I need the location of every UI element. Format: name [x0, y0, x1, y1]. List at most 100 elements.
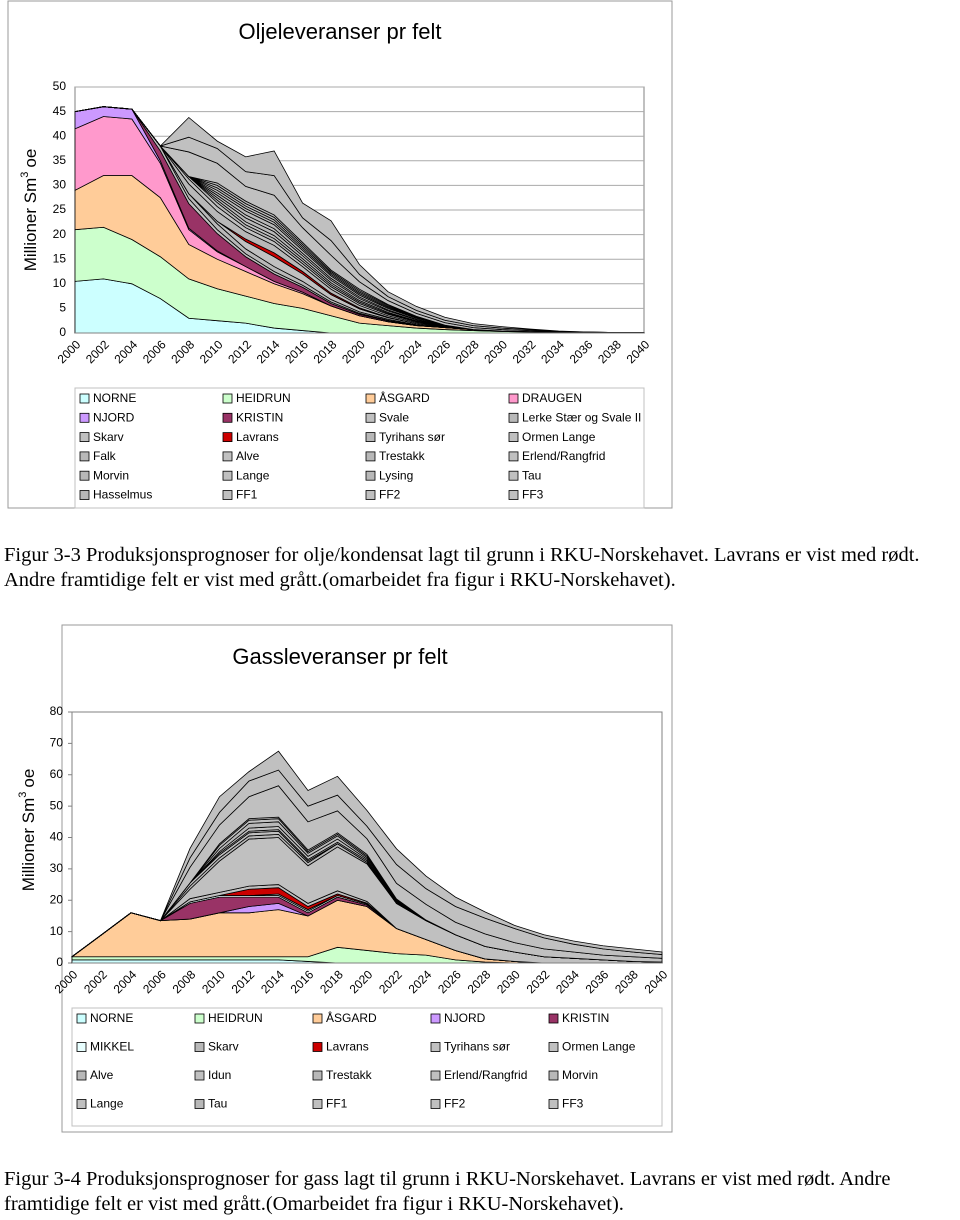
caption: Figur 3-3 Produksjonsprognoser for olje/… [4, 544, 920, 591]
legend-frame [71, 1007, 663, 1127]
legend-swatch [194, 1013, 205, 1024]
legend-label: Tau [208, 1097, 227, 1111]
legend-swatch [312, 1013, 323, 1024]
y-tick-label: 70 [50, 736, 64, 750]
chart-title: Oljeleveranser pr felt [239, 19, 442, 44]
legend-label: FF1 [326, 1097, 348, 1111]
legend-swatch [194, 1042, 205, 1052]
legend-swatch [76, 1042, 87, 1052]
legend-label: Erlend/Rangfrid [522, 449, 605, 463]
legend-swatch [222, 412, 233, 423]
y-tick-label: 10 [53, 276, 67, 290]
legend-label: Lange [90, 1097, 124, 1111]
legend-label: Skarv [208, 1040, 239, 1054]
legend-swatch [79, 490, 90, 500]
legend-swatch [365, 490, 376, 500]
legend-label: Morvin [93, 468, 129, 482]
y-axis-title-suffix: oe [19, 769, 38, 788]
y-tick-label: 30 [50, 861, 64, 875]
legend-label: ÅSGARD [379, 390, 430, 405]
area [71, 750, 663, 958]
y-tick-label: 50 [50, 798, 64, 812]
legend-label: Tyrihans sør [444, 1040, 510, 1054]
chart-title: Gassleveranser pr felt [232, 644, 447, 669]
legend-swatch [430, 1042, 441, 1052]
legend-label: Lange [236, 468, 270, 482]
y-tick-label: 0 [56, 955, 63, 969]
legend-label: Hasselmus [93, 488, 152, 502]
legend-swatch [508, 393, 519, 404]
legend-label: FF3 [522, 488, 544, 502]
legend-swatch [79, 393, 90, 404]
legend-swatch [79, 412, 90, 423]
legend-swatch [79, 451, 90, 462]
legend-swatch [365, 412, 376, 423]
legend-label: NORNE [90, 1011, 133, 1025]
legend-swatch [194, 1070, 205, 1081]
legend-label: HEIDRUN [236, 391, 291, 405]
legend-swatch [548, 1013, 559, 1024]
legend-label: Lerke Stær og Svale II [522, 410, 641, 424]
legend-swatch [222, 490, 233, 500]
legend-label: Morvin [562, 1068, 598, 1082]
legend-label: Falk [93, 449, 117, 463]
legend-swatch [365, 432, 376, 443]
y-tick-label: 30 [53, 178, 67, 192]
legend-label: Trestakk [326, 1068, 373, 1082]
legend-swatch [430, 1070, 441, 1081]
y-tick-label: 0 [59, 325, 66, 339]
legend-swatch [548, 1070, 559, 1081]
y-tick-label: 25 [53, 202, 67, 216]
legend-label: NJORD [444, 1011, 486, 1025]
y-tick-label: 60 [50, 767, 64, 781]
caption: Figur 3-4 Produksjonsprognoser for gass … [4, 1168, 891, 1215]
y-axis-title-sup: 3 [19, 172, 31, 178]
legend-label: NORNE [93, 391, 136, 405]
area [74, 106, 644, 333]
legend-swatch [365, 470, 376, 481]
y-tick-label: 20 [50, 892, 64, 906]
legend-swatch [76, 1070, 87, 1081]
legend-label: MIKKEL [90, 1040, 134, 1054]
y-axis-title-text: Millioner Sm [21, 178, 40, 272]
y-axis-title-text: Millioner Sm [19, 798, 38, 892]
legend-swatch [222, 470, 233, 481]
legend-label: Erlend/Rangfrid [444, 1068, 527, 1082]
y-axis-title: Millioner Sm3 oe [17, 769, 39, 892]
legend-swatch [312, 1099, 323, 1109]
legend-swatch [430, 1013, 441, 1024]
legend-swatch [76, 1013, 87, 1024]
legend-label: KRISTIN [236, 410, 283, 424]
legend-label: Alve [90, 1068, 114, 1082]
legend-label: FF1 [236, 488, 258, 502]
legend-label: Idun [208, 1068, 231, 1082]
legend-swatch [312, 1070, 323, 1081]
legend-label: Lysing [379, 468, 413, 482]
legend-swatch [508, 412, 519, 423]
legend-label: ÅSGARD [326, 1010, 377, 1025]
y-tick-label: 40 [53, 128, 67, 142]
legend-frame [74, 387, 645, 509]
legend-swatch [508, 432, 519, 443]
legend-swatch [365, 451, 376, 462]
legend-label: Tau [522, 468, 541, 482]
y-tick-label: 50 [53, 79, 67, 93]
legend-label: Alve [236, 449, 260, 463]
legend-label: Skarv [93, 430, 124, 444]
legend-label: FF3 [562, 1097, 584, 1111]
legend-label: DRAUGEN [522, 391, 582, 405]
legend-swatch [312, 1042, 323, 1052]
legend-label: Svale [379, 410, 409, 424]
y-axis-title: Millioner Sm3 oe [19, 149, 41, 272]
y-tick-label: 5 [59, 301, 66, 315]
legend-swatch [222, 451, 233, 462]
y-tick-label: 15 [53, 251, 67, 265]
y-tick-label: 45 [53, 104, 67, 118]
y-tick-label: 35 [53, 153, 67, 167]
legend-swatch [548, 1099, 559, 1109]
legend-label: HEIDRUN [208, 1011, 263, 1025]
legend-swatch [430, 1099, 441, 1109]
legend-label: NJORD [93, 410, 135, 424]
y-axis-title-suffix: oe [21, 149, 40, 168]
